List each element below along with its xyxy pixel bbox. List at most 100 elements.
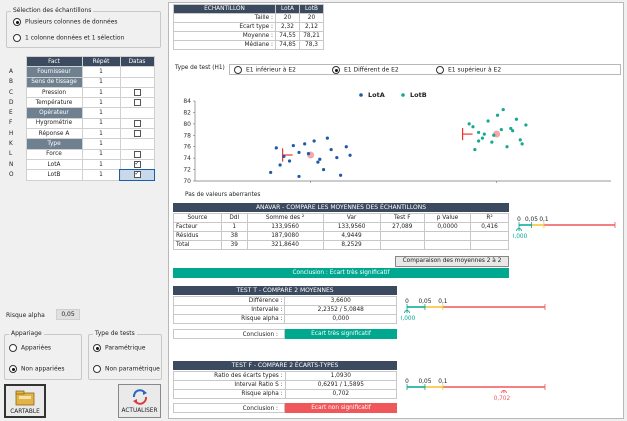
ftest-row: Risque alpha :0,702 — [173, 389, 398, 399]
radio-selected-icon[interactable] — [13, 18, 21, 26]
scale-marker-icon — [500, 390, 507, 394]
factor-repetition[interactable]: 1 — [81, 128, 121, 140]
refresh-icon — [132, 389, 147, 405]
factor-repetition[interactable]: 1 — [81, 148, 121, 160]
factor-row[interactable]: A Fournisseur 1 — [6, 66, 155, 78]
stats-value: 2,32 — [275, 22, 300, 32]
data-point — [344, 145, 348, 149]
factor-name[interactable]: Fournisseur — [25, 66, 83, 78]
factor-repetition[interactable]: 1 — [81, 107, 121, 119]
checkbox-icon[interactable] — [133, 171, 141, 179]
factor-repetition[interactable]: 1 — [81, 138, 121, 150]
factor-row[interactable]: E Opérateur 1 — [6, 107, 155, 119]
checkbox-icon[interactable] — [133, 99, 141, 107]
radio-icon[interactable] — [13, 34, 21, 42]
factor-repetition[interactable]: 1 — [81, 117, 121, 130]
factor-letter: L — [6, 149, 26, 160]
factor-row[interactable]: F Hygrométrie 1 — [6, 117, 155, 130]
factor-row[interactable]: O LotB 1 — [6, 168, 155, 182]
factor-letter: N — [6, 159, 26, 170]
data-point — [511, 129, 515, 133]
factor-repetition[interactable]: 1 — [81, 97, 121, 109]
factor-row[interactable]: C Pression 1 — [6, 86, 155, 99]
stats-label: Ecart type : — [173, 22, 276, 32]
anova-cell: 0,416 — [470, 222, 509, 232]
test-type-option-different[interactable]: E1 Différent de E2 — [332, 66, 399, 74]
alpha-input[interactable]: 0,05 — [56, 309, 80, 320]
appariage-option-unpaired[interactable]: Non appariées — [9, 365, 64, 373]
factor-repetition[interactable]: 1 — [81, 76, 121, 88]
actualiser-button[interactable]: ACTUALISER — [118, 384, 161, 418]
factor-row[interactable]: N LotA 1 — [6, 158, 155, 171]
factor-row[interactable]: B Sens de tissage 1 — [6, 76, 155, 88]
selection-option-single[interactable]: 1 colonne données et 1 sélection — [13, 34, 124, 42]
radio-selected-icon[interactable] — [93, 344, 101, 352]
checkbox-icon[interactable] — [133, 130, 141, 138]
factor-datas-cell[interactable] — [119, 86, 155, 99]
factor-name[interactable]: Force — [25, 148, 83, 160]
factor-datas-cell[interactable] — [119, 158, 155, 171]
test-type-option-greater[interactable]: E1 supérieur à E2 — [436, 66, 501, 74]
radio-icon[interactable] — [436, 66, 444, 74]
factor-letter: D — [6, 97, 26, 108]
factor-name[interactable]: LotB — [25, 169, 83, 181]
anova-cell: 0,0000 — [423, 222, 472, 232]
type-option-parametric[interactable]: Paramétrique — [93, 344, 146, 352]
header-datas: Datas — [119, 55, 155, 68]
factor-repetition[interactable]: 1 — [81, 86, 121, 99]
factor-row[interactable]: K Type 1 — [6, 138, 155, 150]
anova-cell — [470, 231, 509, 241]
radio-icon[interactable] — [9, 344, 17, 352]
type-option-nonparametric[interactable]: Non paramétrique — [93, 365, 160, 373]
factor-row[interactable]: L Force 1 — [6, 148, 155, 160]
test-type-option-less[interactable]: E1 inférieur à E2 — [234, 66, 296, 74]
anova-cell: 133,9560 — [322, 222, 381, 232]
selection-option-multi[interactable]: Plusieurs colonnes de données — [13, 18, 118, 26]
factor-name[interactable]: Température — [25, 97, 83, 109]
checkbox-icon[interactable] — [133, 161, 141, 169]
factor-name[interactable]: Hygrométrie — [25, 117, 83, 130]
cartable-button[interactable]: CARTABLE — [4, 384, 46, 418]
factor-repetition[interactable]: 1 — [81, 158, 121, 171]
factor-datas-cell[interactable] — [119, 97, 155, 109]
factor-name[interactable]: Opérateur — [25, 107, 83, 119]
factor-datas-cell[interactable] — [119, 138, 155, 150]
factor-datas-cell[interactable] — [119, 148, 155, 160]
checkbox-icon[interactable] — [133, 150, 141, 158]
factor-name[interactable]: Sens de tissage — [25, 76, 83, 88]
ttest-label: Différence : — [172, 296, 286, 306]
legend-label: LotB — [410, 91, 427, 99]
factor-name[interactable]: LotA — [25, 158, 83, 171]
factor-datas-cell[interactable] — [119, 76, 155, 88]
factor-datas-cell[interactable] — [119, 107, 155, 119]
factor-datas-cell[interactable] — [119, 128, 155, 140]
factor-datas-cell[interactable] — [119, 117, 155, 130]
radio-selected-icon[interactable] — [332, 66, 340, 74]
factor-letter: B — [6, 77, 26, 88]
checkbox-icon[interactable] — [133, 89, 141, 97]
radio-selected-icon[interactable] — [9, 365, 17, 373]
factor-repetition[interactable]: 1 — [81, 66, 121, 78]
ftest-row: Interval Ratio S :0,6291 / 1,5895 — [173, 380, 398, 390]
factor-name[interactable]: Type — [25, 138, 83, 150]
checkbox-icon[interactable] — [133, 119, 141, 127]
scale-tick-label: 0,1 — [539, 217, 549, 223]
anova-cell: 27,089 — [379, 222, 425, 232]
compare-means-button[interactable]: Comparaison des moyennes 2 à 2 — [395, 256, 509, 267]
factor-name[interactable]: Pression — [25, 86, 83, 99]
radio-icon[interactable] — [93, 365, 101, 373]
ttest-label: Risque alpha : — [172, 314, 286, 324]
anova-cell: Facteur — [173, 222, 222, 232]
factor-datas-cell[interactable] — [119, 66, 155, 78]
ftest-label: Risque alpha : — [173, 389, 286, 399]
appariage-option-paired[interactable]: Appariées — [9, 344, 51, 352]
factor-repetition[interactable]: 1 — [81, 169, 121, 181]
anova-cell — [423, 231, 472, 241]
factor-datas-cell[interactable] — [119, 168, 155, 182]
data-point — [482, 132, 486, 136]
radio-icon[interactable] — [234, 66, 242, 74]
factor-row[interactable]: D Température 1 — [6, 97, 155, 109]
factor-name[interactable]: Réponse A — [25, 128, 83, 140]
